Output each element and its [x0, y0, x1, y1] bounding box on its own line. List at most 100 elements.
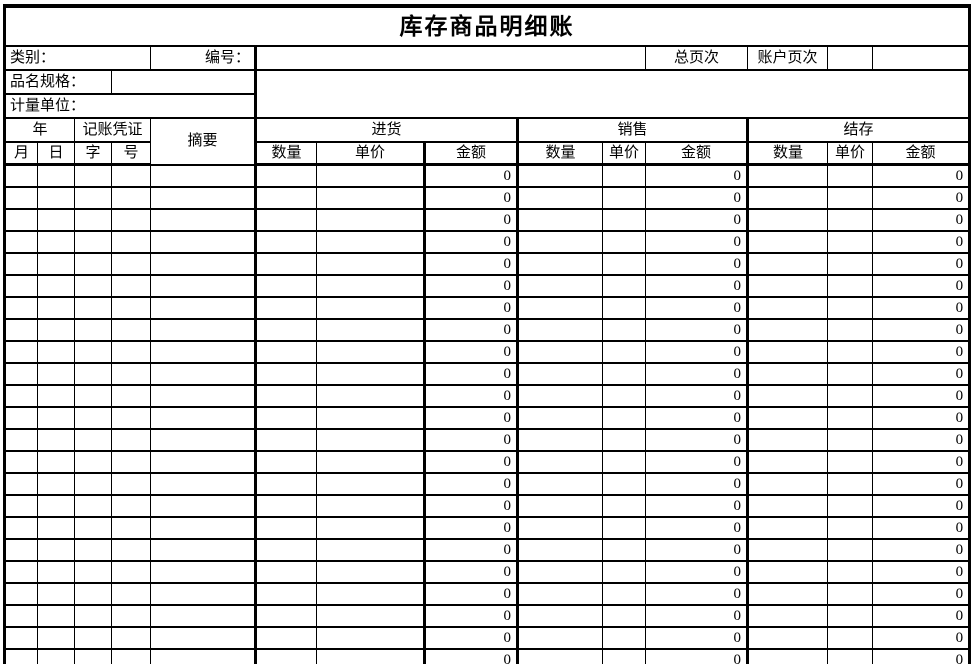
- amount-cell[interactable]: 0: [424, 560, 519, 584]
- ledger-cell[interactable]: [37, 186, 75, 210]
- ledger-cell[interactable]: [150, 450, 257, 474]
- ledger-cell[interactable]: [255, 406, 317, 430]
- ledger-cell[interactable]: [316, 230, 426, 254]
- ledger-cell[interactable]: [37, 362, 75, 386]
- ledger-cell[interactable]: [37, 230, 75, 254]
- ledger-cell[interactable]: [74, 208, 112, 232]
- ledger-cell[interactable]: [37, 560, 75, 584]
- amount-cell[interactable]: 0: [871, 362, 971, 386]
- ledger-cell[interactable]: [74, 362, 112, 386]
- ledger-cell[interactable]: [4, 494, 38, 518]
- ledger-cell[interactable]: [316, 604, 426, 628]
- amount-cell[interactable]: 0: [424, 516, 519, 540]
- ledger-cell[interactable]: [517, 384, 603, 408]
- amount-cell[interactable]: 0: [871, 538, 971, 562]
- total-page-value-cell[interactable]: [827, 45, 873, 71]
- ledger-cell[interactable]: [827, 626, 873, 650]
- ledger-cell[interactable]: [4, 516, 38, 540]
- ledger-cell[interactable]: [74, 230, 112, 254]
- ledger-cell[interactable]: [255, 252, 317, 276]
- ledger-cell[interactable]: [747, 494, 828, 518]
- ledger-cell[interactable]: [827, 516, 873, 540]
- amount-cell[interactable]: 0: [645, 384, 749, 408]
- ledger-cell[interactable]: [827, 648, 873, 664]
- ledger-cell[interactable]: [602, 604, 646, 628]
- ledger-cell[interactable]: [316, 472, 426, 496]
- amount-cell[interactable]: 0: [871, 230, 971, 254]
- ledger-cell[interactable]: [827, 163, 873, 188]
- ledger-cell[interactable]: [255, 274, 317, 298]
- ledger-cell[interactable]: [827, 252, 873, 276]
- ledger-cell[interactable]: [74, 604, 112, 628]
- ledger-cell[interactable]: [4, 472, 38, 496]
- category-field[interactable]: 类别：: [4, 45, 151, 71]
- ledger-cell[interactable]: [602, 406, 646, 430]
- ledger-cell[interactable]: [517, 516, 603, 540]
- ledger-cell[interactable]: [4, 163, 38, 188]
- ledger-cell[interactable]: [111, 208, 151, 232]
- info-blank-area[interactable]: [254, 69, 971, 119]
- ledger-cell[interactable]: [37, 163, 75, 188]
- amount-cell[interactable]: 0: [645, 494, 749, 518]
- ledger-cell[interactable]: [517, 626, 603, 650]
- ledger-cell[interactable]: [111, 604, 151, 628]
- ledger-cell[interactable]: [150, 406, 257, 430]
- ledger-cell[interactable]: [74, 252, 112, 276]
- ledger-cell[interactable]: [602, 186, 646, 210]
- amount-cell[interactable]: 0: [645, 230, 749, 254]
- ledger-cell[interactable]: [517, 340, 603, 364]
- ledger-cell[interactable]: [111, 186, 151, 210]
- ledger-cell[interactable]: [150, 494, 257, 518]
- amount-cell[interactable]: 0: [424, 428, 519, 452]
- ledger-cell[interactable]: [150, 186, 257, 210]
- ledger-cell[interactable]: [111, 252, 151, 276]
- ledger-cell[interactable]: [255, 648, 317, 664]
- ledger-cell[interactable]: [150, 230, 257, 254]
- amount-cell[interactable]: 0: [424, 318, 519, 342]
- ledger-cell[interactable]: [4, 208, 38, 232]
- ledger-cell[interactable]: [316, 626, 426, 650]
- ledger-cell[interactable]: [37, 406, 75, 430]
- ledger-cell[interactable]: [827, 318, 873, 342]
- amount-cell[interactable]: 0: [424, 296, 519, 320]
- ledger-cell[interactable]: [111, 230, 151, 254]
- amount-cell[interactable]: 0: [871, 186, 971, 210]
- ledger-cell[interactable]: [517, 582, 603, 606]
- ledger-cell[interactable]: [111, 494, 151, 518]
- amount-cell[interactable]: 0: [424, 252, 519, 276]
- amount-cell[interactable]: 0: [424, 450, 519, 474]
- ledger-cell[interactable]: [74, 384, 112, 408]
- ledger-cell[interactable]: [827, 472, 873, 496]
- amount-cell[interactable]: 0: [645, 450, 749, 474]
- ledger-cell[interactable]: [747, 318, 828, 342]
- amount-cell[interactable]: 0: [424, 384, 519, 408]
- product-spec-field[interactable]: 品名规格：: [4, 69, 112, 95]
- ledger-cell[interactable]: [4, 406, 38, 430]
- ledger-cell[interactable]: [4, 340, 38, 364]
- ledger-cell[interactable]: [111, 472, 151, 496]
- ledger-cell[interactable]: [747, 428, 828, 452]
- ledger-cell[interactable]: [150, 516, 257, 540]
- ledger-cell[interactable]: [316, 582, 426, 606]
- ledger-cell[interactable]: [827, 560, 873, 584]
- ledger-cell[interactable]: [747, 450, 828, 474]
- ledger-cell[interactable]: [827, 230, 873, 254]
- ledger-cell[interactable]: [747, 406, 828, 430]
- ledger-cell[interactable]: [255, 472, 317, 496]
- ledger-cell[interactable]: [37, 208, 75, 232]
- ledger-cell[interactable]: [150, 274, 257, 298]
- ledger-cell[interactable]: [4, 230, 38, 254]
- ledger-cell[interactable]: [111, 340, 151, 364]
- amount-cell[interactable]: 0: [645, 252, 749, 276]
- ledger-cell[interactable]: [747, 230, 828, 254]
- amount-cell[interactable]: 0: [645, 472, 749, 496]
- ledger-cell[interactable]: [602, 208, 646, 232]
- amount-cell[interactable]: 0: [871, 428, 971, 452]
- ledger-cell[interactable]: [4, 384, 38, 408]
- ledger-cell[interactable]: [150, 163, 257, 188]
- ledger-cell[interactable]: [37, 494, 75, 518]
- amount-cell[interactable]: 0: [424, 163, 519, 188]
- amount-cell[interactable]: 0: [424, 230, 519, 254]
- ledger-cell[interactable]: [37, 252, 75, 276]
- ledger-cell[interactable]: [111, 450, 151, 474]
